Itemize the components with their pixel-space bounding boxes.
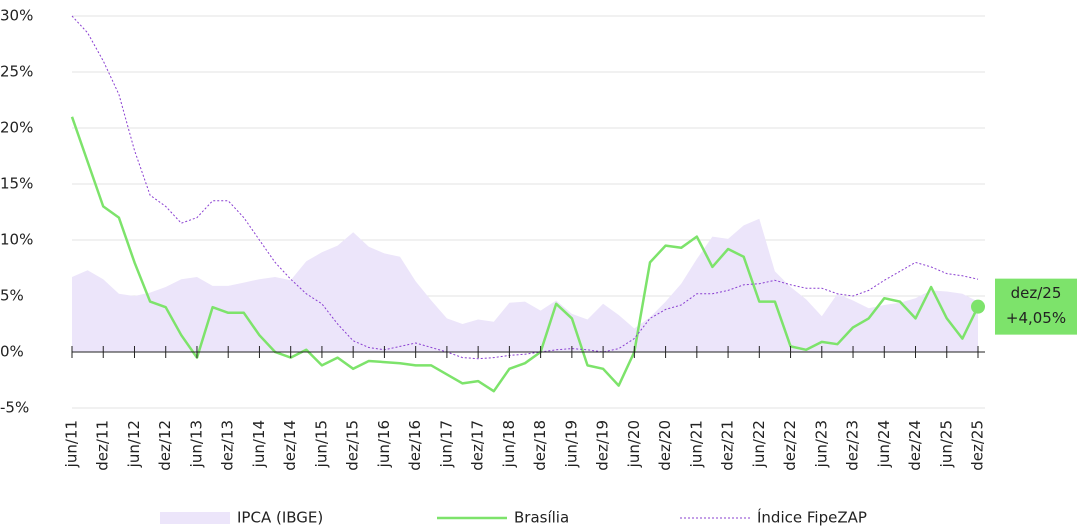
x-tick-label: jun/19: [562, 420, 580, 468]
area: [72, 218, 978, 352]
end-label-value: +4,05%: [1006, 309, 1066, 327]
x-tick-label: jun/24: [875, 420, 893, 468]
x-tick-label: dez/19: [594, 420, 612, 471]
legend-label: Brasília: [514, 509, 569, 527]
x-tick-label: dez/24: [906, 420, 924, 471]
x-tick-label: jun/14: [250, 420, 268, 468]
x-tick-label: jun/18: [500, 420, 518, 468]
x-tick-label: jun/25: [937, 420, 955, 468]
x-tick-label: dez/12: [156, 420, 174, 471]
x-tick-label: dez/20: [656, 420, 674, 471]
legend-swatch: [160, 512, 230, 524]
x-tick-label: dez/17: [469, 420, 487, 471]
x-tick-label: jun/13: [187, 420, 205, 468]
x-tick-label: jun/20: [625, 420, 643, 468]
x-tick-label: dez/13: [219, 420, 237, 471]
x-tick-label: dez/25: [969, 420, 987, 471]
y-tick-label: -5%: [0, 399, 29, 417]
y-tick-label: 10%: [0, 231, 33, 249]
line: [71, 15, 979, 360]
x-tick-label: dez/18: [531, 420, 549, 471]
x-tick-label: dez/14: [281, 420, 299, 471]
x-tick-label: dez/21: [719, 420, 737, 471]
legend-label: IPCA (IBGE): [237, 509, 323, 527]
y-tick-label: 25%: [0, 63, 33, 81]
y-tick-label: 30%: [0, 7, 33, 25]
x-tick-label: jun/17: [437, 420, 455, 468]
legend-label: Índice FipeZAP: [757, 508, 867, 527]
x-tick-label: dez/16: [406, 420, 424, 471]
y-tick-label: 0%: [0, 343, 24, 361]
x-tick-label: dez/11: [94, 420, 112, 471]
x-tick-label: jun/11: [63, 420, 81, 468]
x-tick-label: dez/23: [844, 420, 862, 471]
x-tick-label: jun/23: [812, 420, 830, 468]
x-tick-label: jun/16: [375, 420, 393, 468]
end-label-date: dez/25: [1011, 284, 1062, 302]
x-tick-label: jun/15: [312, 420, 330, 468]
end-marker: [971, 299, 985, 314]
x-tick-label: jun/21: [687, 420, 705, 468]
x-tick-label: dez/22: [781, 420, 799, 471]
y-tick-label: 20%: [0, 119, 33, 137]
y-tick-label: 15%: [0, 175, 33, 193]
plot-area: [70, 15, 980, 393]
x-tick-label: jun/12: [125, 420, 143, 468]
y-tick-label: 5%: [0, 287, 24, 305]
end-label-box: [995, 278, 1077, 335]
line: [70, 116, 980, 393]
x-tick-label: dez/15: [344, 420, 362, 471]
x-tick-label: jun/22: [750, 420, 768, 468]
